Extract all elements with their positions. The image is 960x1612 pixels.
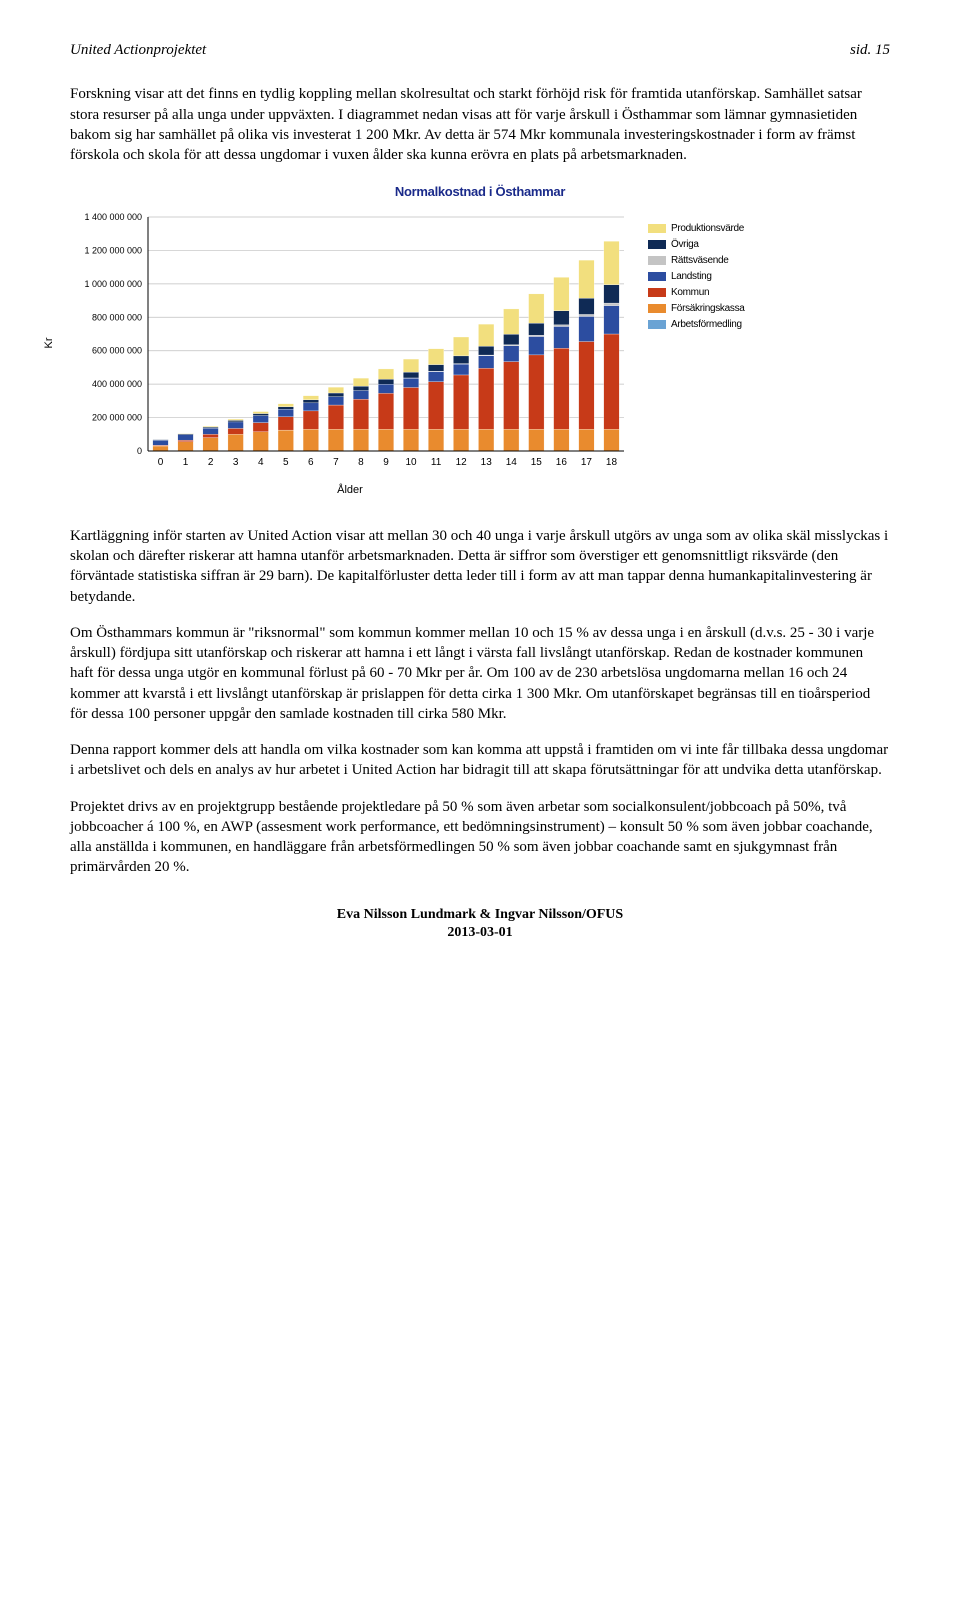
paragraph-3: Om Östhammars kommun är "riksnormal" som… (70, 623, 890, 724)
legend-item: Kommun (648, 285, 758, 300)
svg-text:0: 0 (137, 446, 142, 456)
svg-text:400 000 000: 400 000 000 (92, 379, 142, 389)
x-axis-label: Ålder (70, 483, 630, 498)
paragraph-1: Forskning visar att det finns en tydlig … (70, 84, 890, 165)
legend-swatch (648, 304, 666, 313)
svg-text:6: 6 (308, 457, 314, 468)
legend-item: Arbetsförmedling (648, 317, 758, 332)
legend-item: Rättsväsende (648, 253, 758, 268)
svg-text:200 000 000: 200 000 000 (92, 412, 142, 422)
y-axis-label: Kr (42, 338, 57, 349)
legend-label: Rättsväsende (671, 253, 729, 268)
svg-text:13: 13 (481, 457, 493, 468)
legend-swatch (648, 272, 666, 281)
svg-text:14: 14 (506, 457, 518, 468)
chart-title: Normalkostnad i Östhammar (70, 183, 890, 201)
svg-text:18: 18 (606, 457, 618, 468)
page-footer: Eva Nilsson Lundmark & Ingvar Nilsson/OF… (70, 906, 890, 942)
svg-text:12: 12 (456, 457, 468, 468)
svg-text:1 400 000 000: 1 400 000 000 (84, 212, 142, 222)
legend-item: Produktionsvärde (648, 221, 758, 236)
footer-line-1: Eva Nilsson Lundmark & Ingvar Nilsson/OF… (70, 906, 890, 924)
svg-text:600 000 000: 600 000 000 (92, 346, 142, 356)
page-header: United Actionprojektet sid. 15 (70, 40, 890, 60)
header-left: United Actionprojektet (70, 40, 206, 60)
legend-item: Övriga (648, 237, 758, 252)
legend-label: Kommun (671, 285, 709, 300)
svg-text:1 200 000 000: 1 200 000 000 (84, 245, 142, 255)
legend-label: Övriga (671, 237, 699, 252)
stacked-bar-chart: 0 200 000 000 400 000 000 600 000 000 800 00… (70, 211, 630, 471)
chart-plot-area: Kr 0200 000 000400 000 000600 000 000800… (70, 211, 630, 498)
legend-label: Arbetsförmedling (671, 317, 742, 332)
legend-label: Landsting (671, 269, 712, 284)
chart-legend: ProduktionsvärdeÖvrigaRättsväsendeLandst… (648, 211, 758, 333)
svg-text:8: 8 (358, 457, 364, 468)
legend-item: Försäkringskassa (648, 301, 758, 316)
svg-text:0: 0 (158, 457, 164, 468)
svg-text:4: 4 (258, 457, 264, 468)
svg-text:800 000 000: 800 000 000 (92, 312, 142, 322)
paragraph-4: Denna rapport kommer dels att handla om … (70, 740, 890, 781)
paragraph-5: Projektet drivs av en projektgrupp bestå… (70, 797, 890, 878)
legend-label: Produktionsvärde (671, 221, 744, 236)
paragraph-2: Kartläggning inför starten av United Act… (70, 526, 890, 607)
svg-text:1: 1 (183, 457, 189, 468)
legend-swatch (648, 256, 666, 265)
legend-swatch (648, 288, 666, 297)
svg-text:9: 9 (383, 457, 389, 468)
svg-text:2: 2 (208, 457, 214, 468)
legend-swatch (648, 240, 666, 249)
header-right: sid. 15 (850, 40, 890, 60)
svg-text:3: 3 (233, 457, 239, 468)
svg-text:11: 11 (431, 457, 442, 468)
footer-line-2: 2013-03-01 (70, 924, 890, 942)
svg-text:10: 10 (405, 457, 417, 468)
chart-container: Normalkostnad i Östhammar Kr 0200 000 00… (70, 183, 890, 498)
svg-text:7: 7 (333, 457, 339, 468)
legend-swatch (648, 320, 666, 329)
svg-text:5: 5 (283, 457, 289, 468)
svg-text:1 000 000 000: 1 000 000 000 (84, 279, 142, 289)
legend-swatch (648, 224, 666, 233)
svg-text:16: 16 (556, 457, 568, 468)
legend-item: Landsting (648, 269, 758, 284)
svg-text:15: 15 (531, 457, 543, 468)
legend-label: Försäkringskassa (671, 301, 745, 316)
svg-text:17: 17 (581, 457, 593, 468)
